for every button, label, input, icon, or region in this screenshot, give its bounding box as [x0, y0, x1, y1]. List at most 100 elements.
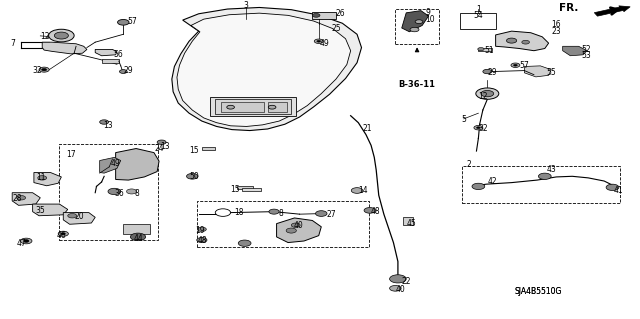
Text: 29: 29	[487, 68, 497, 77]
Circle shape	[511, 63, 520, 67]
Polygon shape	[42, 42, 87, 54]
Circle shape	[476, 127, 480, 129]
Polygon shape	[172, 7, 362, 130]
Bar	[124, 224, 150, 234]
Circle shape	[606, 184, 619, 190]
Polygon shape	[563, 46, 587, 56]
Text: 28: 28	[12, 194, 22, 203]
Circle shape	[268, 105, 276, 109]
Text: 44: 44	[134, 234, 143, 243]
Text: 12: 12	[478, 92, 488, 101]
Polygon shape	[495, 31, 548, 51]
Circle shape	[410, 27, 419, 32]
Circle shape	[316, 211, 327, 216]
Circle shape	[54, 32, 68, 39]
Circle shape	[157, 140, 166, 145]
Text: 32: 32	[33, 66, 42, 75]
Circle shape	[481, 91, 493, 97]
Circle shape	[317, 40, 321, 42]
Circle shape	[477, 48, 484, 51]
Text: 36: 36	[115, 189, 124, 198]
Text: 49: 49	[111, 159, 120, 167]
Text: 27: 27	[326, 210, 336, 219]
Circle shape	[42, 68, 47, 71]
Text: 11: 11	[36, 174, 45, 182]
Circle shape	[39, 67, 49, 72]
Bar	[312, 12, 336, 19]
Text: 8: 8	[278, 209, 284, 218]
Polygon shape	[177, 13, 351, 126]
Text: 51: 51	[484, 46, 494, 55]
Polygon shape	[63, 212, 95, 224]
Text: 22: 22	[402, 277, 412, 286]
Text: 45: 45	[407, 219, 417, 227]
Circle shape	[390, 275, 406, 283]
Text: 26: 26	[336, 9, 346, 18]
Text: FR.: FR.	[559, 4, 579, 13]
Text: 15: 15	[230, 185, 240, 194]
Polygon shape	[402, 11, 429, 32]
Circle shape	[472, 183, 484, 189]
Circle shape	[196, 238, 207, 242]
Text: 9: 9	[426, 8, 430, 17]
Bar	[478, 48, 492, 51]
Bar	[202, 147, 214, 151]
Bar	[214, 99, 291, 114]
Text: 52: 52	[582, 45, 591, 54]
Text: 48: 48	[197, 236, 207, 246]
Circle shape	[131, 233, 146, 241]
Text: 8: 8	[135, 189, 140, 198]
Polygon shape	[12, 193, 40, 205]
Polygon shape	[100, 157, 121, 173]
Text: 49: 49	[320, 39, 330, 48]
Circle shape	[197, 227, 206, 232]
Text: 40: 40	[396, 286, 405, 294]
Circle shape	[474, 125, 483, 130]
Text: 50: 50	[189, 173, 199, 182]
Text: 2: 2	[467, 160, 472, 169]
Text: 13: 13	[161, 142, 170, 151]
Text: 1: 1	[476, 5, 481, 14]
Bar	[221, 102, 264, 112]
Text: 15: 15	[189, 146, 198, 155]
Circle shape	[17, 196, 26, 200]
Circle shape	[390, 286, 401, 291]
Circle shape	[351, 188, 363, 193]
Text: 29: 29	[124, 66, 134, 75]
Circle shape	[61, 233, 65, 235]
Circle shape	[118, 19, 129, 25]
Text: 55: 55	[547, 68, 556, 77]
Circle shape	[108, 188, 121, 195]
Text: 13: 13	[103, 121, 113, 130]
Circle shape	[127, 189, 137, 194]
Text: 5: 5	[462, 115, 467, 124]
Text: 53: 53	[582, 51, 591, 60]
Polygon shape	[276, 218, 321, 242]
Circle shape	[314, 39, 323, 43]
Bar	[237, 186, 253, 189]
Circle shape	[291, 223, 300, 227]
Circle shape	[20, 238, 32, 244]
Bar	[197, 201, 369, 247]
Circle shape	[312, 13, 320, 17]
Text: 18: 18	[234, 208, 243, 217]
Circle shape	[49, 29, 74, 42]
Text: 35: 35	[36, 206, 45, 215]
Text: 10: 10	[426, 15, 435, 24]
Circle shape	[269, 209, 279, 214]
Bar	[462, 166, 620, 203]
Text: 24: 24	[154, 144, 164, 153]
Text: 3: 3	[243, 1, 248, 11]
Circle shape	[186, 174, 198, 179]
FancyArrow shape	[595, 6, 630, 16]
Text: 43: 43	[547, 166, 556, 174]
Text: 40: 40	[293, 221, 303, 230]
Text: 19: 19	[195, 226, 205, 235]
Text: 41: 41	[614, 186, 623, 195]
Circle shape	[68, 213, 77, 218]
Text: 20: 20	[74, 212, 84, 221]
Text: 16: 16	[551, 20, 561, 29]
Bar	[210, 97, 296, 116]
Circle shape	[100, 120, 109, 124]
Text: 17: 17	[66, 150, 76, 160]
